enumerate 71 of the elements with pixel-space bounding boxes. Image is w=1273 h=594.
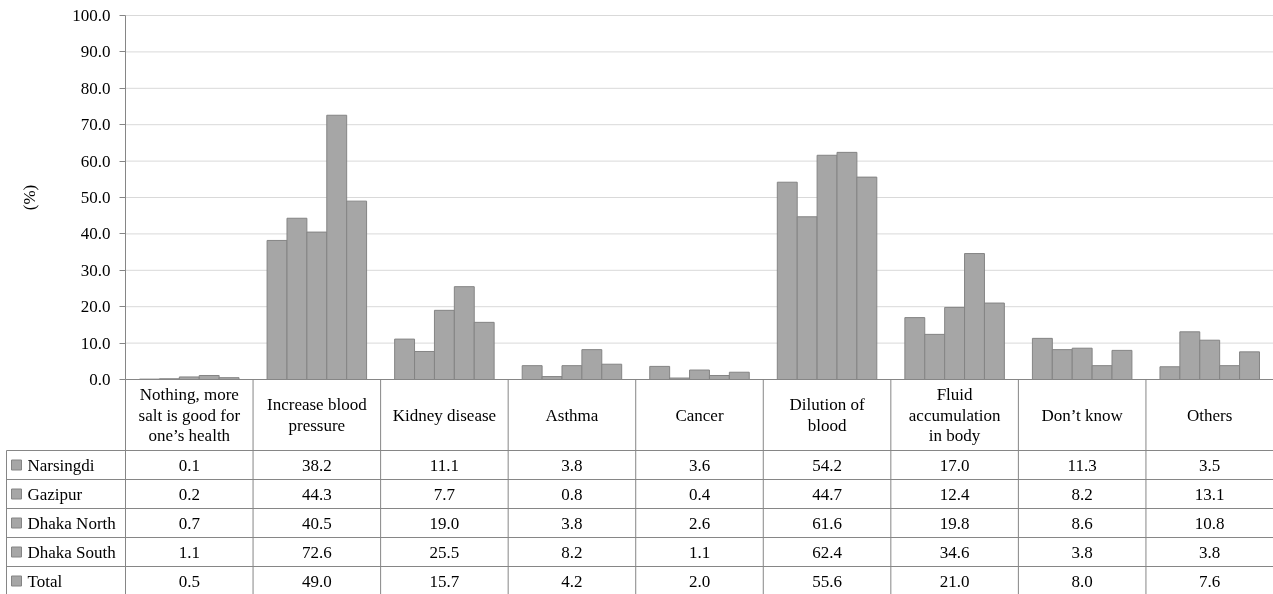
x-tick-label: Don’t know [1041, 405, 1124, 425]
y-tick-label: 90.0 [80, 42, 111, 62]
data-label: 3.5 [1199, 455, 1221, 475]
y-tick-label: 50.0 [80, 188, 111, 207]
data-label: 8.2 [1071, 484, 1093, 504]
y-tick-label: 0.0 [89, 370, 111, 389]
data-label: 7.6 [1199, 571, 1221, 591]
y-tick-label: 70.0 [80, 115, 111, 135]
data-label: 10.8 [1194, 513, 1225, 533]
data-label: 2.6 [688, 513, 711, 533]
data-label: 17.0 [939, 455, 970, 475]
data-label: 3.8 [561, 513, 583, 533]
data-label: 62.4 [812, 542, 843, 562]
data-label: 8.2 [561, 542, 583, 562]
data-label: 44.7 [812, 484, 843, 504]
legend-label: Dhaka South [27, 542, 117, 562]
data-label: 4.2 [561, 571, 583, 591]
data-label: 0.8 [561, 484, 583, 504]
data-label: 13.1 [1194, 484, 1225, 504]
data-label: 0.5 [178, 571, 200, 591]
y-tick-label: 10.0 [80, 333, 111, 353]
data-label: 49.0 [301, 571, 332, 591]
x-tick-label: Others [1187, 405, 1233, 425]
data-label: 44.3 [301, 484, 332, 504]
x-tick-label: Kidney disease [392, 405, 497, 425]
data-label: 8.0 [1071, 571, 1093, 591]
x-tick-label: Asthma [545, 405, 599, 425]
x-tick-label: Increase blood pressure [267, 395, 368, 435]
data-label: 11.1 [429, 455, 459, 475]
data-label: 54.2 [812, 455, 842, 475]
x-tick-label: Fluid accumulation in body [908, 384, 1001, 446]
data-label: 0.1 [178, 455, 200, 475]
data-label: 3.8 [1071, 542, 1093, 562]
data-label: 55.6 [812, 571, 842, 591]
data-label: 19.8 [939, 513, 970, 533]
data-label: 3.8 [1199, 542, 1221, 562]
data-label: 40.5 [301, 513, 332, 533]
data-label: 11.3 [1067, 455, 1097, 475]
data-label: 0.4 [688, 484, 711, 504]
data-label: 38.2 [301, 455, 332, 475]
data-label: 1.1 [688, 542, 711, 562]
legend-label: Total [27, 571, 63, 591]
y-tick-label: 80.0 [80, 78, 111, 98]
data-label: 2.0 [688, 571, 711, 591]
data-label: 1.1 [178, 542, 200, 562]
data-label: 12.4 [939, 484, 970, 504]
y-tick-label: 100.0 [72, 6, 111, 25]
y-axis-title: (%) [20, 184, 40, 211]
legend-label: Gazipur [27, 484, 83, 504]
data-label: 61.6 [812, 513, 842, 533]
data-label: 3.6 [688, 455, 711, 475]
data-label: 72.6 [301, 542, 332, 562]
data-label: 34.6 [939, 542, 970, 562]
data-label: 3.8 [561, 455, 583, 475]
data-label: 19.0 [429, 513, 460, 533]
data-label: 25.5 [429, 542, 460, 562]
data-label: 8.6 [1071, 513, 1093, 533]
legend-label: Narsingdi [27, 455, 95, 475]
data-label: 21.0 [939, 571, 970, 591]
data-label: 0.2 [178, 484, 200, 504]
y-tick-label: 40.0 [80, 224, 111, 244]
y-tick-label: 30.0 [80, 260, 111, 280]
x-tick-label: Nothing, more salt is good for one’s health [138, 384, 241, 446]
legend-label: Dhaka North [27, 513, 117, 533]
y-tick-label: 20.0 [80, 297, 111, 317]
x-tick-label: Cancer [675, 405, 724, 425]
y-tick-label: 60.0 [80, 151, 111, 171]
data-label: 0.7 [178, 513, 201, 533]
data-label: 15.7 [429, 571, 460, 591]
x-tick-label: Dilution of blood [789, 395, 865, 435]
data-label: 7.7 [433, 484, 456, 504]
